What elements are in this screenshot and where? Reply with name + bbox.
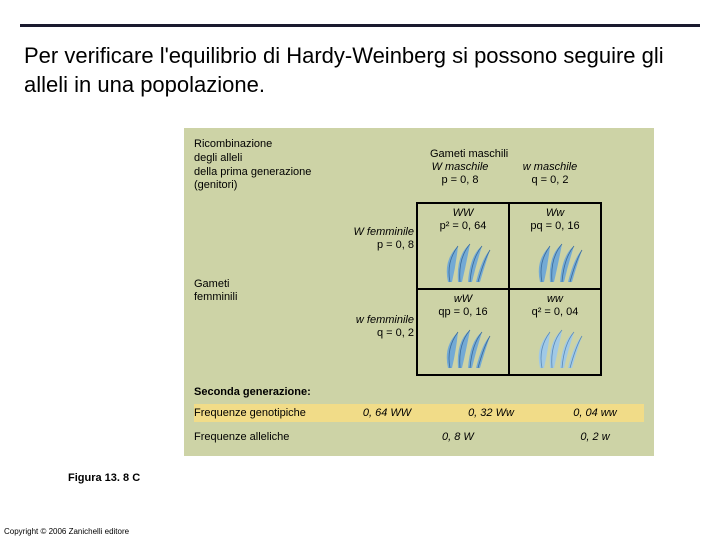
cell-ww: ww q² = 0, 04 (509, 289, 601, 375)
row2-freq: q = 0, 2 (377, 327, 414, 339)
allele-freq-row: Frequenze alleliche 0, 8 W 0, 2 w (194, 428, 644, 446)
allele-freq-W: 0, 8 W (442, 431, 540, 443)
cell-WW-genotype: WW (453, 207, 474, 219)
intro-text: Ricombinazione degli alleli della prima … (194, 138, 311, 193)
page-title: Per verificare l'equilibrio di Hardy-Wei… (24, 42, 696, 99)
col-header-1: W maschile p = 0, 8 (416, 161, 504, 187)
geno-freq-WW: 0, 64 WW (338, 407, 436, 419)
cell-Ww-genotype: Ww (546, 207, 564, 219)
copyright: Copyright © 2006 Zanichelli editore (4, 527, 129, 536)
cell-Ww: Ww pq = 0, 16 (509, 203, 601, 289)
cell-wW-freq: qp = 0, 16 (438, 306, 487, 318)
feather-icon (510, 240, 600, 286)
female-l2: femminili (194, 291, 237, 304)
geno-freq-label: Frequenze genotipiche (194, 407, 338, 419)
gen2-label: Seconda generazione: (194, 386, 311, 398)
female-label: Gameti femminili (194, 278, 237, 304)
feather-icon (418, 240, 508, 286)
cell-ww-freq: q² = 0, 04 (532, 306, 579, 318)
col1-allele: W maschile (432, 161, 489, 173)
feather-icon (418, 326, 508, 372)
cell-WW: WW p² = 0, 64 (417, 203, 509, 289)
allele-freq-w: 0, 2 w (546, 431, 644, 443)
row-header-1: W femminile p = 0, 8 (332, 226, 414, 252)
col-header-2: w maschile q = 0, 2 (506, 161, 594, 187)
cell-wW-genotype: wW (454, 293, 472, 305)
cell-Ww-freq: pq = 0, 16 (530, 220, 579, 232)
geno-freq-Ww: 0, 32 Ww (442, 407, 540, 419)
cell-wW: wW qp = 0, 16 (417, 289, 509, 375)
intro-l3: della prima generazione (194, 166, 311, 180)
genotype-freq-row: Frequenze genotipiche 0, 64 WW 0, 32 Ww … (194, 404, 644, 422)
col2-freq: q = 0, 2 (531, 174, 568, 186)
allele-freq-label: Frequenze alleliche (194, 431, 338, 443)
diagram-panel: Ricombinazione degli alleli della prima … (184, 128, 654, 456)
row1-allele: W femminile (353, 226, 414, 238)
top-rule (20, 24, 700, 27)
intro-l1: Ricombinazione (194, 138, 311, 152)
female-l1: Gameti (194, 278, 237, 291)
row-header-2: w femminile q = 0, 2 (332, 314, 414, 340)
figure-label: Figura 13. 8 C (68, 472, 140, 484)
geno-freq-ww: 0, 04 ww (546, 407, 644, 419)
row1-freq: p = 0, 8 (377, 239, 414, 251)
intro-l2: degli alleli (194, 152, 311, 166)
row2-allele: w femminile (356, 314, 414, 326)
col1-freq: p = 0, 8 (441, 174, 478, 186)
intro-l4: (genitori) (194, 179, 311, 193)
cell-WW-freq: p² = 0, 64 (440, 220, 487, 232)
col2-allele: w maschile (523, 161, 577, 173)
feather-icon (510, 326, 600, 372)
punnett-grid: WW p² = 0, 64 (416, 202, 602, 376)
cell-ww-genotype: ww (547, 293, 563, 305)
male-header: Gameti maschili (430, 148, 508, 162)
